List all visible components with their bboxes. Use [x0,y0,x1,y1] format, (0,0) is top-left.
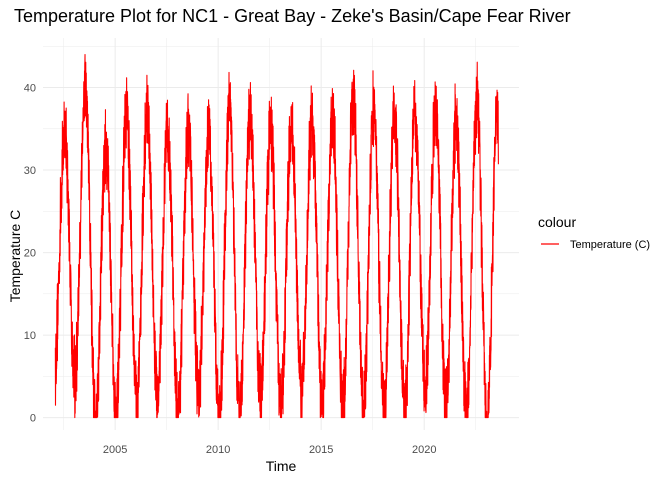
legend-title: colour [538,214,576,230]
chart-title: Temperature Plot for NC1 - Great Bay - Z… [14,6,571,26]
series-line-temperature [54,53,499,419]
legend: colour Temperature (C) [538,214,650,251]
legend-label: Temperature (C) [570,239,650,251]
y-tick-label: 0 [30,413,36,425]
y-tick-label: 30 [24,165,36,177]
x-axis-title: Time [266,458,297,474]
x-tick-label: 2020 [412,444,436,456]
y-tick-label: 40 [24,83,36,95]
x-tick-label: 2010 [206,444,230,456]
y-axis-ticks: 0 10 20 30 40 [24,83,36,425]
x-tick-label: 2005 [103,444,127,456]
y-tick-label: 20 [24,248,36,260]
x-axis-ticks: 2005 2010 2015 2020 [103,444,437,456]
x-tick-label: 2015 [309,444,333,456]
y-tick-label: 10 [24,330,36,342]
y-axis-title: Temperature C [7,210,23,303]
series-layer [54,53,499,419]
